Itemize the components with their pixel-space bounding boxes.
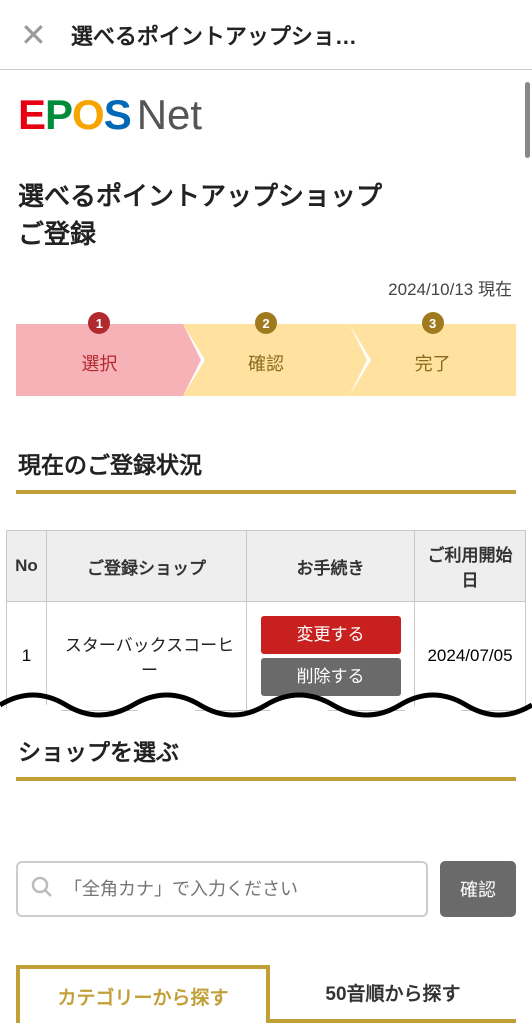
- search-confirm-button[interactable]: 確認: [440, 861, 516, 917]
- topbar: ✕ 選べるポイントアップショ…: [0, 0, 532, 70]
- search-icon: [30, 875, 54, 904]
- step-badge-1: 1: [88, 312, 110, 334]
- divider-gold-2: [16, 777, 516, 781]
- logo: EPOS Net: [0, 70, 532, 160]
- topbar-title: 選べるポイントアップショ…: [71, 19, 357, 51]
- step-select: 1 選択: [16, 324, 183, 396]
- th-shop: ご登録ショップ: [47, 531, 247, 602]
- scrollbar[interactable]: [525, 82, 530, 158]
- step-confirm: 2 確認: [183, 324, 350, 396]
- step-complete: 3 完了: [349, 324, 516, 396]
- tabs: カテゴリーから探す 50音順から探す: [16, 965, 516, 1023]
- cut-separator: [0, 681, 532, 741]
- step-label-2: 確認: [248, 350, 284, 376]
- step-label-1: 選択: [81, 350, 117, 376]
- page-title: 選べるポイントアップショップ ご登録: [0, 160, 532, 261]
- search-box[interactable]: [16, 861, 428, 917]
- step-badge-2: 2: [255, 312, 277, 334]
- logo-o: O: [72, 91, 104, 138]
- search-input[interactable]: [64, 879, 414, 900]
- change-button[interactable]: 変更する: [261, 616, 401, 654]
- tab-kana[interactable]: 50音順から探す: [270, 965, 516, 1023]
- divider-gold: [16, 490, 516, 494]
- logo-net: Net: [137, 91, 202, 139]
- th-start: ご利用開始日: [415, 531, 526, 602]
- progress-stepper: 1 選択 2 確認 3 完了: [16, 324, 516, 396]
- logo-p: P: [45, 91, 72, 138]
- logo-e: E: [18, 91, 45, 138]
- search-row: 確認: [0, 861, 532, 965]
- th-proc: お手続き: [247, 531, 415, 602]
- tab-category[interactable]: カテゴリーから探す: [16, 965, 270, 1023]
- step-badge-3: 3: [422, 312, 444, 334]
- th-no: No: [7, 531, 47, 602]
- logo-s: S: [104, 91, 131, 138]
- step-label-3: 完了: [415, 350, 451, 376]
- status-heading: 現在のご登録状況: [0, 446, 532, 490]
- close-icon[interactable]: ✕: [20, 16, 47, 54]
